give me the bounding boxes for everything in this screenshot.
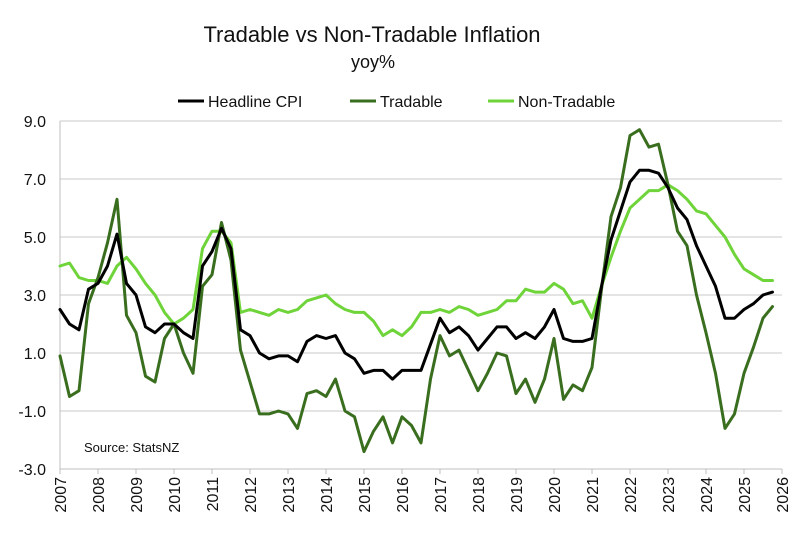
y-tick-label: -3.0: [18, 462, 46, 479]
chart-subtitle: yoy%: [351, 52, 395, 72]
series-line-headline-cpi: [58, 168, 774, 381]
x-tick-label: 2015: [357, 477, 374, 513]
x-axis-ticks: 2007 2008 2009 2010 2011 2012 2013 2014 2015 2016…: [53, 469, 792, 513]
x-tick-label: 2010: [167, 477, 184, 513]
x-tick-label: 2022: [623, 477, 640, 513]
y-tick-label: -1.0: [18, 404, 46, 421]
legend-label: Non-Tradable: [518, 94, 615, 111]
y-tick-label: 7.0: [24, 172, 46, 189]
x-tick-label: 2007: [53, 477, 70, 513]
legend-label: Tradable: [380, 94, 443, 111]
x-tick-label: 2025: [737, 477, 754, 513]
x-tick-label: 2014: [319, 477, 336, 513]
x-tick-label: 2026: [775, 477, 792, 513]
x-tick-label: 2018: [471, 477, 488, 513]
y-tick-label: 5.0: [24, 230, 46, 247]
x-tick-label: 2012: [243, 477, 260, 513]
source-note: Source: StatsNZ: [84, 440, 179, 455]
series-line-tradable: [58, 128, 774, 454]
x-tick-label: 2023: [661, 477, 678, 513]
x-tick-label: 2009: [129, 477, 146, 513]
x-tick-label: 2021: [585, 477, 602, 513]
series-line-non-tradable: [58, 183, 774, 338]
x-tick-label: 2013: [281, 477, 298, 513]
chart-title: Tradable vs Non-Tradable Inflation: [203, 22, 540, 47]
x-tick-label: 2016: [395, 477, 412, 513]
x-tick-label: 2024: [699, 477, 716, 513]
y-tick-label: 1.0: [24, 346, 46, 363]
y-tick-label: 9.0: [24, 114, 46, 131]
x-tick-label: 2017: [433, 477, 450, 513]
legend-label: Headline CPI: [208, 94, 302, 111]
x-tick-label: 2011: [205, 477, 222, 512]
axes: [59, 121, 782, 470]
gridlines: [60, 120, 782, 412]
series-lines: [58, 128, 774, 454]
x-tick-label: 2019: [509, 477, 526, 513]
x-tick-label: 2020: [547, 477, 564, 513]
legend: Headline CPI Tradable Non-Tradable: [178, 94, 615, 111]
y-tick-label: 3.0: [24, 288, 46, 305]
x-tick-label: 2008: [91, 477, 108, 513]
y-axis-ticks: 9.0 7.0 5.0 3.0 1.0 -1.0 -3.0: [18, 114, 46, 479]
